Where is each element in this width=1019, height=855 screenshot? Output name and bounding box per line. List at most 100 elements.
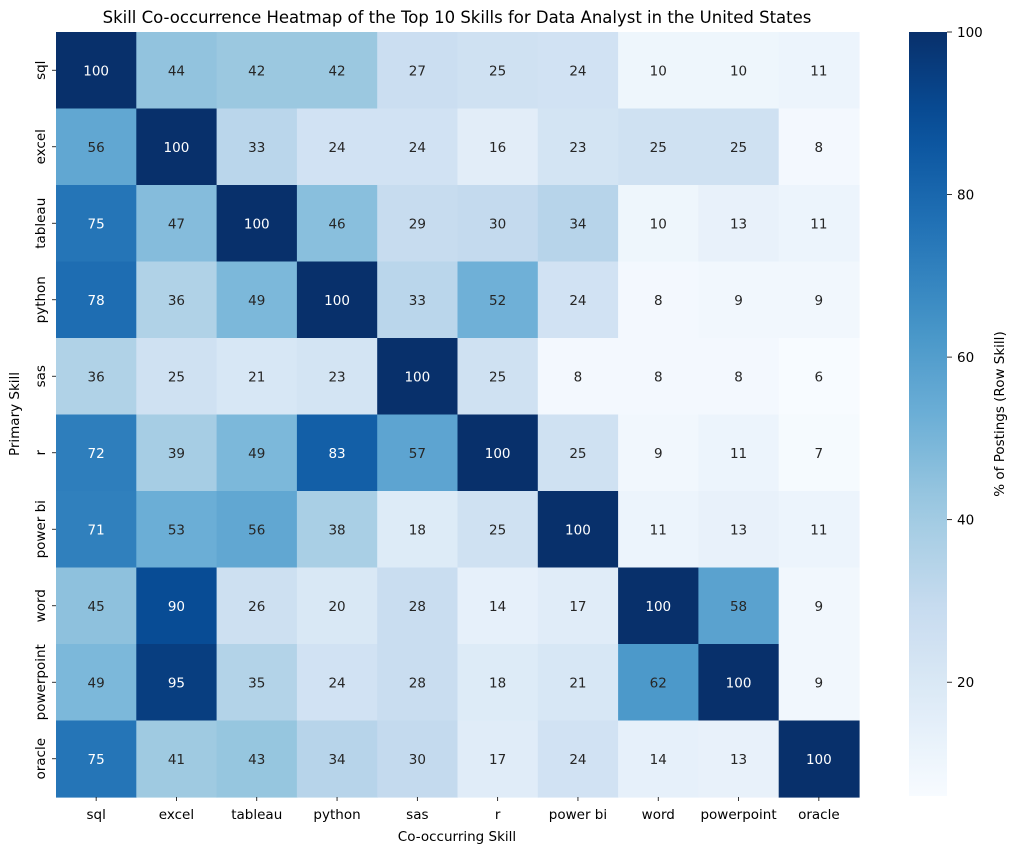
cell-value-label: 30 [489,216,506,232]
cell-value-label: 39 [168,446,185,462]
x-axis-label: Co-occurring Skill [398,829,516,845]
cell-value-label: 7 [815,446,824,462]
heatmap-cell [618,567,699,645]
cell-value-label: 75 [88,216,105,232]
cell-value-label: 6 [815,369,824,385]
cell-value-label: 11 [730,446,747,462]
heatmap-cell [618,491,699,569]
heatmap-cell [56,185,137,263]
heatmap-cell [136,185,218,263]
cell-value-label: 27 [409,63,426,79]
heatmap-cell [618,414,699,492]
cell-value-label: 100 [645,599,671,615]
heatmap-cell [778,108,860,186]
y-tick-label: word [33,589,49,622]
cell-value-label: 8 [815,140,824,156]
heatmap-cell [457,338,539,416]
heatmap-cell [56,720,137,798]
cell-value-label: 62 [650,675,667,691]
heatmap-cell [296,720,378,798]
heatmap-cell [537,414,619,492]
heatmap-cell [457,261,539,339]
heatmap-cell [216,720,298,798]
heatmap-cell [457,491,539,569]
y-tick-label: sas [33,365,49,387]
cell-value-label: 10 [730,63,747,79]
cell-value-label: 46 [328,216,345,232]
cell-value-label: 21 [569,675,586,691]
heatmap-cell [296,338,378,416]
heatmap-cell [457,414,539,492]
cell-value-label: 9 [654,446,663,462]
heatmap-cell [56,491,137,569]
cell-value-label: 35 [248,675,265,691]
heatmap-cell [296,32,378,110]
heatmap-cell [296,261,378,339]
heatmap-cell [56,32,137,110]
cell-value-label: 21 [248,369,265,385]
cell-value-label: 16 [489,140,506,156]
cell-value-label: 9 [815,599,824,615]
cell-value-label: 25 [168,369,185,385]
cell-value-label: 11 [810,216,827,232]
cell-value-label: 13 [730,216,747,232]
cell-value-label: 100 [404,369,430,385]
cell-value-label: 42 [248,63,265,79]
cell-value-label: 47 [168,216,185,232]
cell-value-label: 52 [489,293,506,309]
y-tick-label: power bi [33,500,49,558]
cell-value-label: 24 [328,140,345,156]
heatmap-cell [136,644,218,722]
heatmap-cell [296,491,378,569]
cell-value-label: 33 [409,293,426,309]
heatmap-cell [698,567,780,645]
cell-value-label: 100 [164,140,190,156]
y-tick-label: excel [33,129,49,164]
heatmap-cell [216,261,298,339]
cell-value-label: 49 [88,675,105,691]
cell-value-label: 11 [650,522,667,538]
heatmap-cell [377,644,459,722]
heatmap-cell [457,32,539,110]
y-tick-label: sql [33,61,49,80]
cell-value-label: 20 [328,599,345,615]
x-tick-label: powerpoint [700,807,776,823]
cell-value-label: 30 [409,752,426,768]
cell-value-label: 41 [168,752,185,768]
heatmap-cell [698,261,780,339]
cell-value-label: 24 [569,63,586,79]
heatmap-cell [136,338,218,416]
heatmap-cell [377,32,459,110]
cell-value-label: 100 [244,216,270,232]
cell-value-label: 8 [654,369,663,385]
cell-value-label: 26 [248,599,265,615]
heatmap-cell [618,185,699,263]
heatmap-cell [778,491,860,569]
cell-value-label: 13 [730,752,747,768]
heatmap-cell [296,414,378,492]
heatmap-cell [136,108,218,186]
heatmap-cell [377,491,459,569]
heatmap-cell [377,414,459,492]
heatmap-cell [537,491,619,569]
cell-value-label: 25 [650,140,667,156]
cell-value-label: 56 [88,140,105,156]
cell-value-label: 11 [810,63,827,79]
heatmap-cell [618,108,699,186]
heatmap-cell [698,108,780,186]
heatmap-cell [136,261,218,339]
heatmap-cells: 100 44 42 42 27 25 24 10 10 11 56 100 33 24 24 16 23 25 25… [56,32,860,798]
heatmap-cell [377,261,459,339]
heatmap-cell [698,185,780,263]
cell-value-label: 100 [565,522,591,538]
cell-value-label: 53 [168,522,185,538]
cell-value-label: 33 [248,140,265,156]
cell-value-label: 18 [409,522,426,538]
heatmap-cell [216,644,298,722]
colorbar-ticks: 20 40 60 80 100 [947,25,983,691]
cell-value-label: 57 [409,446,426,462]
cell-value-label: 10 [650,63,667,79]
cell-value-label: 14 [489,599,506,615]
heatmap-cell [457,720,539,798]
heatmap-cell [778,414,860,492]
